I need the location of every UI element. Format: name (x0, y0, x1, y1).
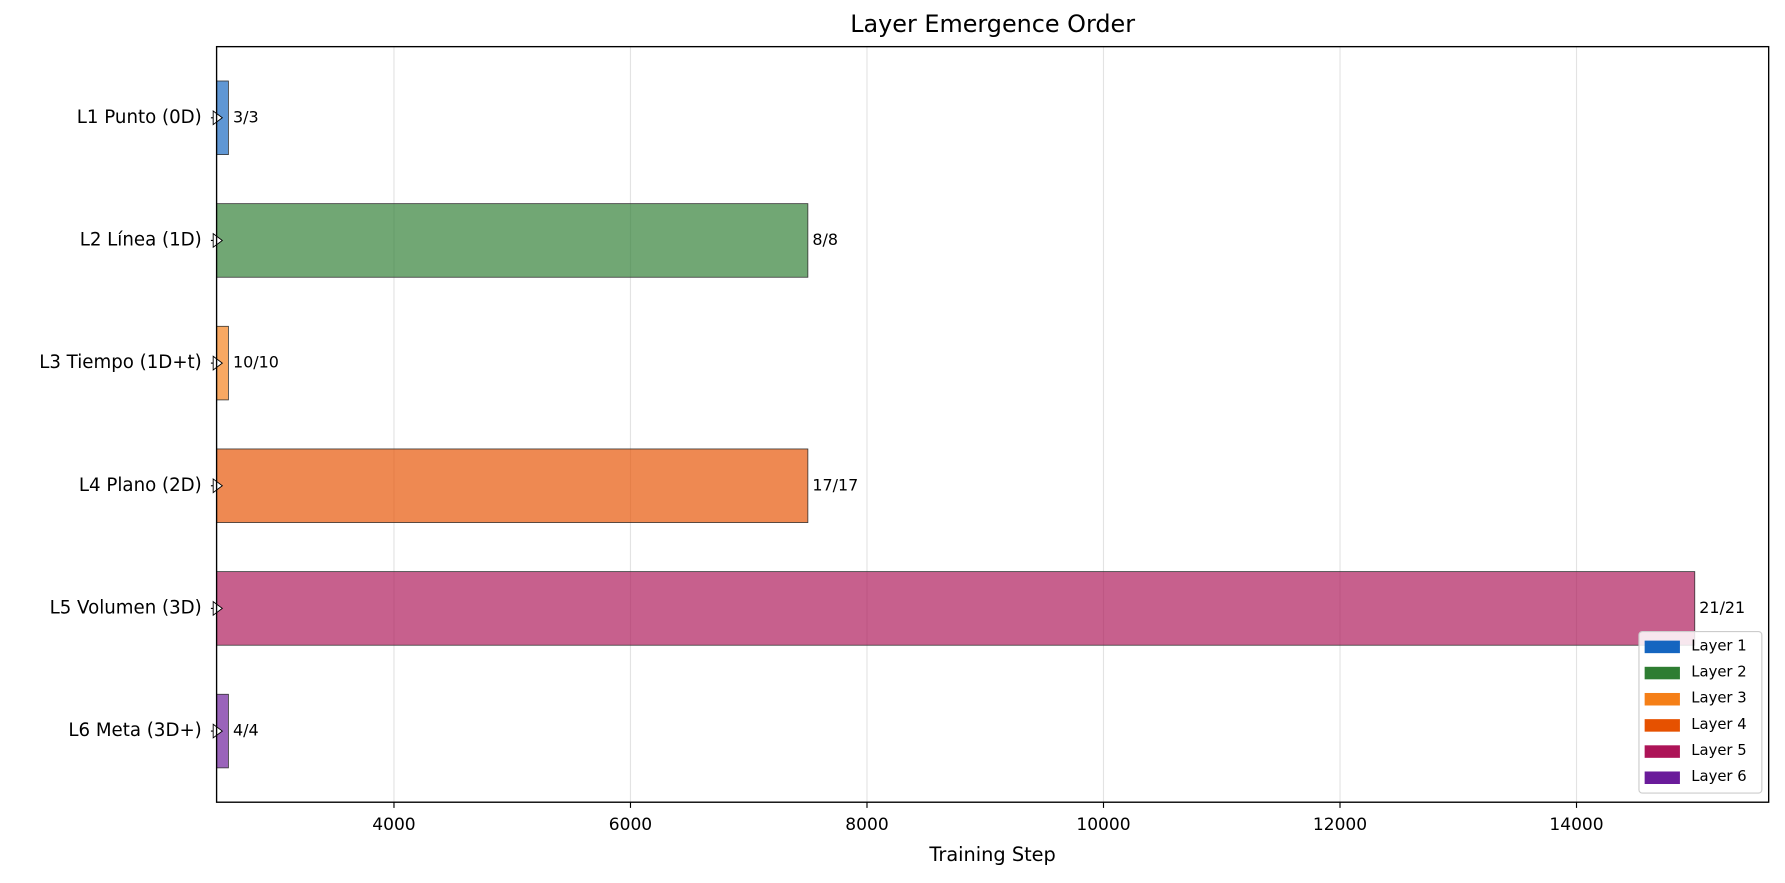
legend-label: Layer 4 (1691, 716, 1746, 733)
bar-annotation: 4/4 (233, 721, 259, 740)
legend-swatch (1644, 745, 1680, 758)
bar-annotation: 21/21 (1699, 598, 1745, 617)
x-tick-label: 6000 (609, 815, 652, 835)
legend-swatch (1644, 771, 1680, 785)
bar-annotation: 10/10 (233, 353, 279, 372)
y-tick-label: L2 Línea (1D) (80, 229, 202, 250)
plot-frame (215, 45, 1770, 803)
x-tick-label: 4000 (372, 815, 415, 835)
emergence-marker (212, 355, 224, 371)
bar (216, 571, 1696, 646)
legend-label: Layer 5 (1691, 742, 1746, 759)
legend-label: Layer 6 (1691, 768, 1746, 785)
legend-swatch (1644, 692, 1680, 706)
x-tick-label: 14000 (1549, 815, 1603, 835)
x-tick-label: 10000 (1076, 815, 1130, 835)
y-tick-label: L4 Plano (2D) (79, 475, 202, 496)
legend-label: Layer 3 (1691, 690, 1746, 707)
bar (216, 203, 809, 278)
legend-swatch (1644, 719, 1680, 732)
y-tick-label: L5 Volumen (3D) (50, 597, 202, 618)
x-tick-label: 8000 (845, 815, 888, 835)
legend-swatch (1644, 666, 1680, 680)
chart-title: Layer Emergence Order (850, 10, 1135, 38)
emergence-marker (212, 600, 224, 617)
y-tick-label: L3 Tiempo (1D+t) (39, 352, 202, 373)
bar-annotation: 8/8 (812, 230, 838, 249)
legend-label: Layer 1 (1691, 637, 1746, 654)
emergence-marker (212, 723, 224, 739)
x-tick-label: 12000 (1313, 815, 1367, 835)
bar (216, 448, 809, 523)
x-axis-label: Training Step (928, 843, 1055, 866)
emergence-marker (212, 478, 224, 494)
y-tick-label: L6 Meta (3D+) (68, 720, 201, 741)
bar-annotation: 17/17 (812, 475, 858, 494)
emergence-marker (212, 110, 224, 126)
y-tick-label: L1 Punto (0D) (77, 107, 202, 128)
legend-label: Layer 2 (1691, 663, 1746, 680)
emergence-marker (212, 232, 224, 249)
bar-annotation: 3/3 (233, 107, 259, 126)
legend-swatch (1644, 640, 1680, 654)
